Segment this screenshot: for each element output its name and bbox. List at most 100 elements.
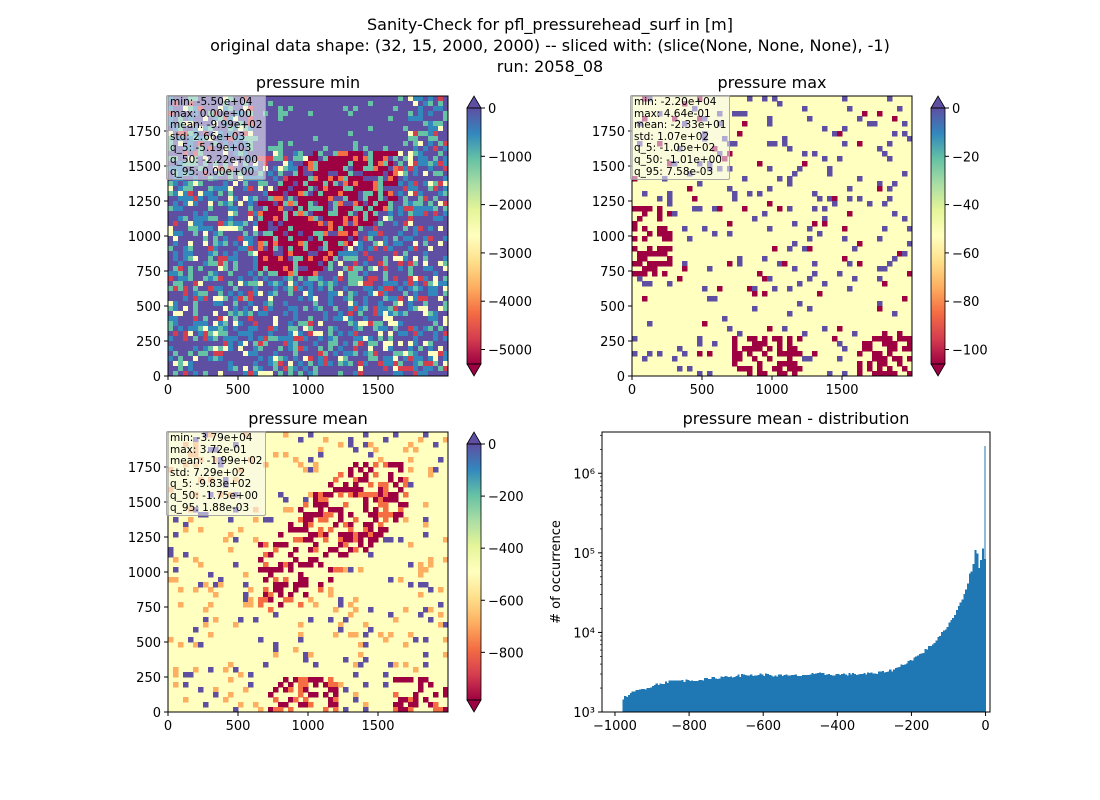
heatmap-cell <box>433 356 439 362</box>
heatmap-cell <box>433 196 439 202</box>
heatmap-cell <box>273 231 279 237</box>
heatmap-cell <box>428 126 434 132</box>
heatmap-cell <box>353 517 359 523</box>
heatmap-cell <box>253 326 259 332</box>
heatmap-cell <box>208 336 214 342</box>
heatmap-cell <box>393 266 399 272</box>
heatmap-cell <box>338 321 344 327</box>
heatmap-cell <box>438 306 444 312</box>
heatmap-cell <box>433 246 439 252</box>
heatmap-cell <box>328 281 334 287</box>
heatmap-cell <box>358 532 364 538</box>
heatmap-cell <box>413 301 419 307</box>
heatmap-cell <box>313 251 319 257</box>
heatmap-cell <box>283 296 289 302</box>
heatmap-cell <box>313 191 319 197</box>
heatmap-cell <box>323 186 329 192</box>
heatmap-cell <box>637 271 643 277</box>
heatmap-cell <box>198 366 204 372</box>
histogram-bar <box>670 680 673 712</box>
heatmap-cell <box>887 351 893 357</box>
heatmap-cell <box>218 281 224 287</box>
heatmap-cell <box>368 281 374 287</box>
heatmap-cell <box>398 361 404 367</box>
heatmap-cell <box>223 321 229 327</box>
heatmap-cell <box>418 316 424 322</box>
heatmap-cell <box>183 216 189 222</box>
heatmap-cell <box>318 447 324 453</box>
heatmap-cell <box>208 246 214 252</box>
heatmap-cell <box>263 356 269 362</box>
heatmap-cell <box>273 326 279 332</box>
heatmap-cell <box>877 336 883 342</box>
heatmap-cell <box>318 101 324 107</box>
heatmap-cell <box>283 261 289 267</box>
heatmap-cell <box>877 181 883 187</box>
heatmap-cell <box>208 632 214 638</box>
heatmap-cell <box>862 346 868 352</box>
heatmap-cell <box>188 256 194 262</box>
heatmap-cell <box>388 356 394 362</box>
heatmap-cell <box>907 136 913 142</box>
heatmap-cell <box>353 136 359 142</box>
heatmap-cell <box>383 226 389 232</box>
heatmap-cell <box>343 96 349 102</box>
heatmap-cell <box>438 602 444 608</box>
heatmap-cell <box>418 351 424 357</box>
heatmap-cell <box>278 201 284 207</box>
heatmap-cell <box>213 206 219 212</box>
heatmap-cell <box>388 256 394 262</box>
heatmap-cell <box>428 286 434 292</box>
heatmap-cell <box>193 191 199 197</box>
heatmap-cell <box>183 366 189 372</box>
heatmap-cell <box>288 121 294 127</box>
heatmap-cell <box>283 101 289 107</box>
heatmap-cell <box>787 366 793 372</box>
heatmap-cell <box>298 306 304 312</box>
heatmap-cell <box>443 356 449 362</box>
heatmap-cell <box>168 291 174 297</box>
histogram-bar <box>820 673 823 712</box>
heatmap-cell <box>368 607 374 613</box>
heatmap-cell <box>298 296 304 302</box>
heatmap-cell <box>428 316 434 322</box>
heatmap-cell <box>263 256 269 262</box>
heatmap-cell <box>243 186 249 192</box>
heatmap-cell <box>233 216 239 222</box>
heatmap-cell <box>857 176 863 182</box>
colorbar-tick-label: −2000 <box>488 199 532 214</box>
heatmap-cell <box>268 361 274 367</box>
heatmap-cell <box>383 206 389 212</box>
heatmap-cell <box>223 326 229 332</box>
heatmap-cell <box>248 672 254 678</box>
heatmap-cell <box>348 96 354 102</box>
heatmap-cell <box>243 597 249 603</box>
heatmap-cell <box>223 336 229 342</box>
heatmap-cell <box>293 366 299 372</box>
heatmap-cell <box>308 366 314 372</box>
heatmap-cell <box>253 517 259 523</box>
heatmap-cell <box>263 326 269 332</box>
heatmap-cell <box>333 221 339 227</box>
heatmap-cell <box>403 306 409 312</box>
heatmap-cell <box>283 181 289 187</box>
heatmap-cell <box>373 171 379 177</box>
histogram-bar <box>974 550 977 712</box>
heatmap-cell <box>423 371 429 377</box>
histogram-bar <box>863 673 866 712</box>
heatmap-cell <box>213 336 219 342</box>
heatmap-cell <box>418 361 424 367</box>
heatmap-cell <box>283 321 289 327</box>
histogram-bar <box>894 668 897 712</box>
heatmap-cell <box>368 492 374 498</box>
heatmap-cell <box>248 201 254 207</box>
heatmap-cell <box>198 266 204 272</box>
heatmap-cell <box>413 111 419 117</box>
heatmap-cell <box>273 206 279 212</box>
heatmap-cell <box>263 331 269 337</box>
heatmap-cell <box>338 241 344 247</box>
heatmap-cell <box>363 166 369 172</box>
heatmap-cell <box>343 361 349 367</box>
heatmap-cell <box>408 271 414 277</box>
y-tick-label: 750 <box>136 265 161 280</box>
